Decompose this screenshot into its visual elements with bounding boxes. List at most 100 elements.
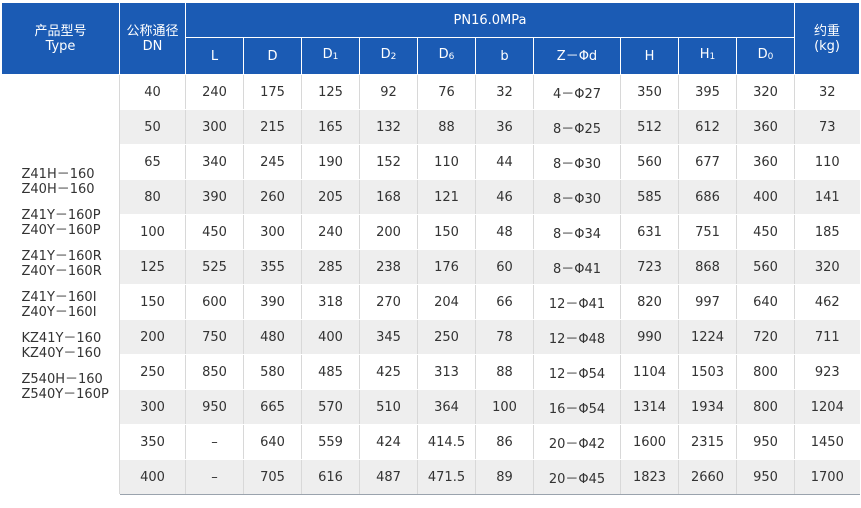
table-cell: 86	[475, 424, 534, 460]
column-header-label: D	[267, 48, 278, 64]
table-cell: 2315	[678, 424, 737, 460]
table-cell: 92	[359, 74, 418, 110]
table-row: 250 850 580 485 425 313 88 12－Φ54 1104 1503 800 923	[2, 354, 860, 390]
table-cell: 1503	[678, 354, 737, 390]
table-cell: 400	[736, 179, 796, 215]
table-cell: 1700	[794, 459, 860, 495]
table-cell: 240	[185, 74, 244, 110]
model-list: Z41H－160 Z40H－160 Z41Y－160P Z40Y－160P Z41Y－1…	[1, 74, 120, 495]
model-name: Z40Y－160R	[21, 264, 102, 279]
table-cell: 320	[794, 249, 860, 285]
table-cell: 16－Φ54	[533, 389, 621, 425]
table-cell: 60	[475, 249, 534, 285]
table-cell: 150	[417, 214, 476, 250]
table-cell: 950	[736, 459, 796, 495]
table-cell: 923	[794, 354, 860, 390]
table-cell: 720	[736, 319, 796, 355]
column-header-subscript: 0	[767, 52, 774, 62]
table-cell: 1104	[620, 354, 679, 390]
table-cell: 390	[243, 284, 302, 320]
table-cell: 8－Φ25	[533, 109, 621, 145]
table-cell: 585	[620, 179, 679, 215]
model-name: Z540Y－160P	[21, 387, 109, 402]
table-cell: 800	[736, 354, 796, 390]
table-cell: –	[185, 424, 244, 460]
column-header: L	[185, 37, 244, 75]
dimension-header-row: L D D1 D2 D6 b Z－Φd H H1 D0	[2, 37, 860, 75]
model-name: Z540H－160	[21, 371, 103, 387]
dn-header-cn: 公称通径	[126, 23, 179, 39]
table-row: 125 525 355 285 238 176 60 8－Φ41 723 868 560 320	[2, 249, 860, 285]
table-cell: 80	[119, 179, 186, 215]
table-cell: 240	[301, 214, 360, 250]
table-cell: 185	[794, 214, 860, 250]
table-cell: 414.5	[417, 424, 476, 460]
table-cell: 395	[678, 74, 737, 110]
column-header-label: H	[644, 48, 655, 64]
table-cell: 48	[475, 214, 534, 250]
model-group: Z41Y－160I Z40Y－160I	[22, 290, 120, 321]
table-cell: 176	[417, 249, 476, 285]
table-cell: 250	[119, 354, 186, 390]
table-cell: 250	[417, 319, 476, 355]
table-cell: 350	[119, 424, 186, 460]
column-header: D0	[735, 37, 796, 75]
table-cell: –	[185, 459, 244, 495]
table-cell: 66	[475, 284, 534, 320]
table-cell: 32	[475, 74, 534, 110]
model-name: KZ41Y－160	[21, 330, 102, 346]
table-cell: 12－Φ41	[533, 284, 621, 320]
table-cell: 711	[794, 319, 860, 355]
model-group: Z41H－160 Z40H－160	[22, 167, 120, 198]
table-cell: 705	[243, 459, 302, 495]
column-header-label: D	[757, 47, 768, 62]
table-cell: 390	[185, 179, 244, 215]
table-cell: 168	[359, 179, 418, 215]
table-cell: 20－Φ45	[533, 459, 621, 495]
table-cell: 1450	[794, 424, 860, 460]
weight-header: 约重 (kg)	[794, 2, 861, 75]
table-cell: 100	[119, 214, 186, 250]
table-cell: 125	[301, 74, 360, 110]
table-cell: 200	[359, 214, 418, 250]
column-header: D	[243, 37, 302, 75]
table-cell: 751	[678, 214, 737, 250]
table-row: 300 950 665 570 510 364 100 16－Φ54 1314 1934 800 12…	[2, 389, 860, 425]
model-name: Z40Y－160I	[21, 305, 97, 320]
table-row: 150 600 390 318 270 204 66 12－Φ41 820 997 640 462	[2, 284, 860, 320]
table-cell: 12－Φ54	[533, 354, 621, 390]
table-cell: 340	[185, 144, 244, 180]
table-cell: 152	[359, 144, 418, 180]
column-header-label: D	[380, 47, 391, 62]
model-name: Z41Y－160R	[21, 248, 102, 264]
table-cell: 350	[620, 74, 679, 110]
model-header-en: Type	[45, 38, 76, 54]
table-cell: 238	[359, 249, 418, 285]
table-cell: 1314	[620, 389, 679, 425]
table-cell: 73	[794, 109, 860, 145]
table-cell: 141	[794, 179, 860, 215]
column-header: H	[620, 37, 679, 75]
table-cell: 300	[243, 214, 302, 250]
table-cell: 200	[119, 319, 186, 355]
table-cell: 89	[475, 459, 534, 495]
table-cell: 150	[119, 284, 186, 320]
table-cell: 44	[475, 144, 534, 180]
table-row: 200 750 480 400 345 250 78 12－Φ48 990 1224 720 711	[2, 319, 860, 355]
table-row: 100 450 300 240 200 150 48 8－Φ34 631 751 450 185	[2, 214, 860, 250]
table-cell: 868	[678, 249, 737, 285]
table-cell: 485	[301, 354, 360, 390]
table-cell: 318	[301, 284, 360, 320]
valve-spec-table: 产品型号 Type 公称通径 DN PN16.0MPa 约重 (kg) L D D1…	[1, 2, 861, 495]
table-cell: 800	[736, 389, 796, 425]
table-cell: 471.5	[417, 459, 476, 495]
table-cell: 950	[185, 389, 244, 425]
table-cell: 1823	[620, 459, 679, 495]
column-header-subscript: 1	[332, 52, 339, 62]
model-name: Z41Y－160I	[21, 289, 97, 305]
table-cell: 450	[736, 214, 796, 250]
table-cell: 121	[417, 179, 476, 215]
column-header: Z－Φd	[533, 37, 621, 75]
table-cell: 4－Φ27	[533, 74, 621, 110]
table-cell: 65	[119, 144, 186, 180]
